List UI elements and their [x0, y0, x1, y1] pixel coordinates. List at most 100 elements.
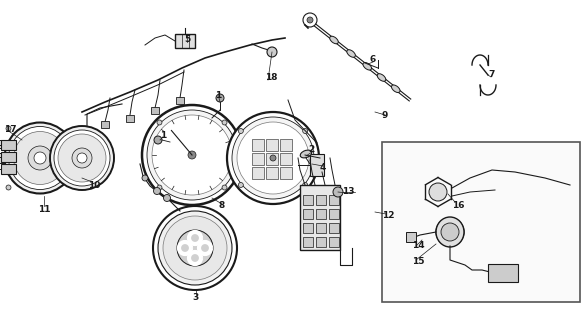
Text: 17: 17: [4, 125, 16, 134]
Circle shape: [77, 153, 87, 163]
Circle shape: [163, 195, 170, 202]
Bar: [406, 232, 416, 242]
Circle shape: [54, 130, 110, 186]
Text: 18: 18: [265, 74, 277, 83]
Text: 8: 8: [218, 202, 224, 211]
Bar: [303, 223, 313, 233]
Bar: [310, 154, 324, 176]
Text: 15: 15: [412, 258, 425, 267]
Circle shape: [441, 223, 459, 241]
Circle shape: [50, 126, 114, 190]
Bar: [0, 153, 5, 163]
Bar: [316, 195, 326, 205]
Text: 6: 6: [370, 55, 376, 65]
Ellipse shape: [300, 150, 312, 158]
Circle shape: [270, 155, 276, 161]
Bar: [316, 237, 326, 247]
Bar: [280, 167, 292, 179]
Bar: [316, 209, 326, 219]
Circle shape: [232, 117, 314, 199]
Text: 16: 16: [452, 201, 464, 210]
Circle shape: [158, 211, 232, 285]
Text: 5: 5: [184, 36, 190, 44]
Bar: [252, 167, 264, 179]
Bar: [175, 34, 195, 48]
Circle shape: [238, 129, 243, 133]
Circle shape: [237, 122, 309, 194]
Bar: [303, 209, 313, 219]
Circle shape: [142, 175, 148, 181]
Circle shape: [222, 185, 227, 190]
Circle shape: [58, 134, 106, 182]
Circle shape: [153, 206, 237, 290]
Circle shape: [142, 105, 242, 205]
Ellipse shape: [363, 62, 371, 70]
Bar: [329, 223, 339, 233]
Circle shape: [302, 129, 308, 133]
Circle shape: [157, 120, 162, 125]
Circle shape: [9, 126, 71, 189]
Circle shape: [34, 152, 46, 164]
Ellipse shape: [330, 36, 338, 44]
Bar: [300, 185, 340, 250]
Bar: [266, 167, 278, 179]
Circle shape: [436, 218, 464, 246]
Text: 7: 7: [488, 70, 494, 79]
Bar: [316, 223, 326, 233]
Circle shape: [267, 47, 277, 57]
Text: 12: 12: [382, 211, 394, 220]
Bar: [151, 107, 159, 114]
Circle shape: [307, 17, 313, 23]
Circle shape: [302, 182, 308, 188]
Text: 1: 1: [160, 131, 166, 140]
Circle shape: [442, 224, 458, 240]
Circle shape: [216, 94, 224, 102]
Circle shape: [28, 146, 52, 170]
Bar: [488, 264, 518, 282]
Circle shape: [222, 120, 227, 125]
Circle shape: [152, 115, 232, 195]
Circle shape: [154, 136, 162, 144]
Bar: [252, 139, 264, 151]
Text: 13: 13: [342, 188, 355, 196]
Circle shape: [72, 148, 92, 168]
Text: 11: 11: [38, 205, 50, 214]
Circle shape: [238, 182, 243, 188]
Bar: [101, 121, 109, 128]
Bar: [303, 237, 313, 247]
Bar: [1, 152, 16, 162]
Bar: [329, 237, 339, 247]
Ellipse shape: [391, 85, 400, 92]
Bar: [176, 97, 184, 104]
Bar: [1, 140, 16, 150]
Bar: [266, 139, 278, 151]
Text: 4: 4: [320, 164, 326, 172]
Bar: [329, 209, 339, 219]
Circle shape: [227, 112, 319, 204]
Bar: [303, 195, 313, 205]
Circle shape: [429, 183, 447, 201]
Text: 1: 1: [215, 91, 221, 100]
Circle shape: [6, 185, 11, 190]
Circle shape: [13, 132, 67, 185]
Text: 9: 9: [382, 110, 388, 119]
Bar: [382, 142, 580, 302]
Text: 3: 3: [192, 293, 198, 302]
Bar: [126, 115, 134, 122]
Bar: [266, 153, 278, 165]
Circle shape: [303, 13, 317, 27]
Bar: [329, 195, 339, 205]
Text: 10: 10: [88, 180, 101, 189]
Bar: [280, 153, 292, 165]
Bar: [280, 139, 292, 151]
Circle shape: [333, 187, 343, 197]
Circle shape: [147, 110, 237, 200]
Bar: [252, 153, 264, 165]
Bar: [1, 164, 16, 174]
Circle shape: [157, 185, 162, 190]
Text: 2: 2: [308, 146, 314, 155]
Circle shape: [153, 188, 160, 195]
Circle shape: [188, 151, 196, 159]
Circle shape: [163, 216, 227, 280]
Text: 14: 14: [412, 242, 425, 251]
